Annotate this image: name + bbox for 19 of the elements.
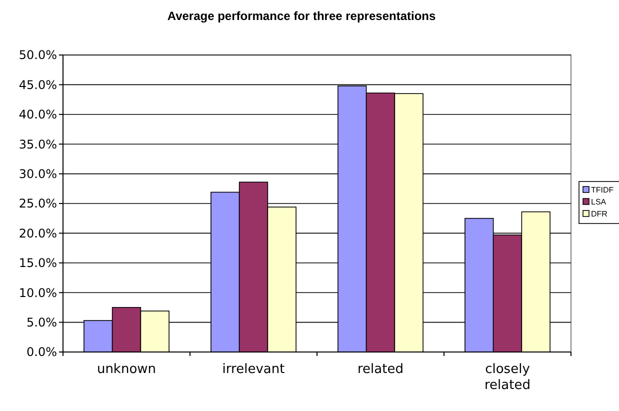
- y-tick-label: 25.0%: [18, 196, 57, 211]
- legend-label: DFR: [591, 209, 608, 218]
- y-tick-label: 50.0%: [18, 48, 57, 62]
- y-tick-label: 0.0%: [26, 345, 57, 360]
- y-tick-label: 30.0%: [18, 167, 57, 181]
- y-tick-label: 35.0%: [18, 137, 57, 152]
- x-tick-label: irrelevant: [222, 362, 285, 377]
- y-tick-label: 10.0%: [18, 286, 57, 300]
- legend-label: LSA: [591, 197, 607, 206]
- x-tick-label: closely related: [484, 362, 530, 393]
- chart-title: Average performance for three representations: [167, 9, 436, 23]
- x-tick-label: unknown: [96, 362, 156, 377]
- y-tick-label: 40.0%: [18, 108, 57, 122]
- x-tick-label: related: [358, 362, 404, 377]
- y-tick-label: 45.0%: [18, 78, 57, 92]
- legend-label: TFIDF: [591, 185, 614, 194]
- y-tick-label: 15.0%: [18, 256, 57, 270]
- y-tick-label: 20.0%: [18, 226, 57, 240]
- y-tick-label: 5.0%: [26, 316, 57, 330]
